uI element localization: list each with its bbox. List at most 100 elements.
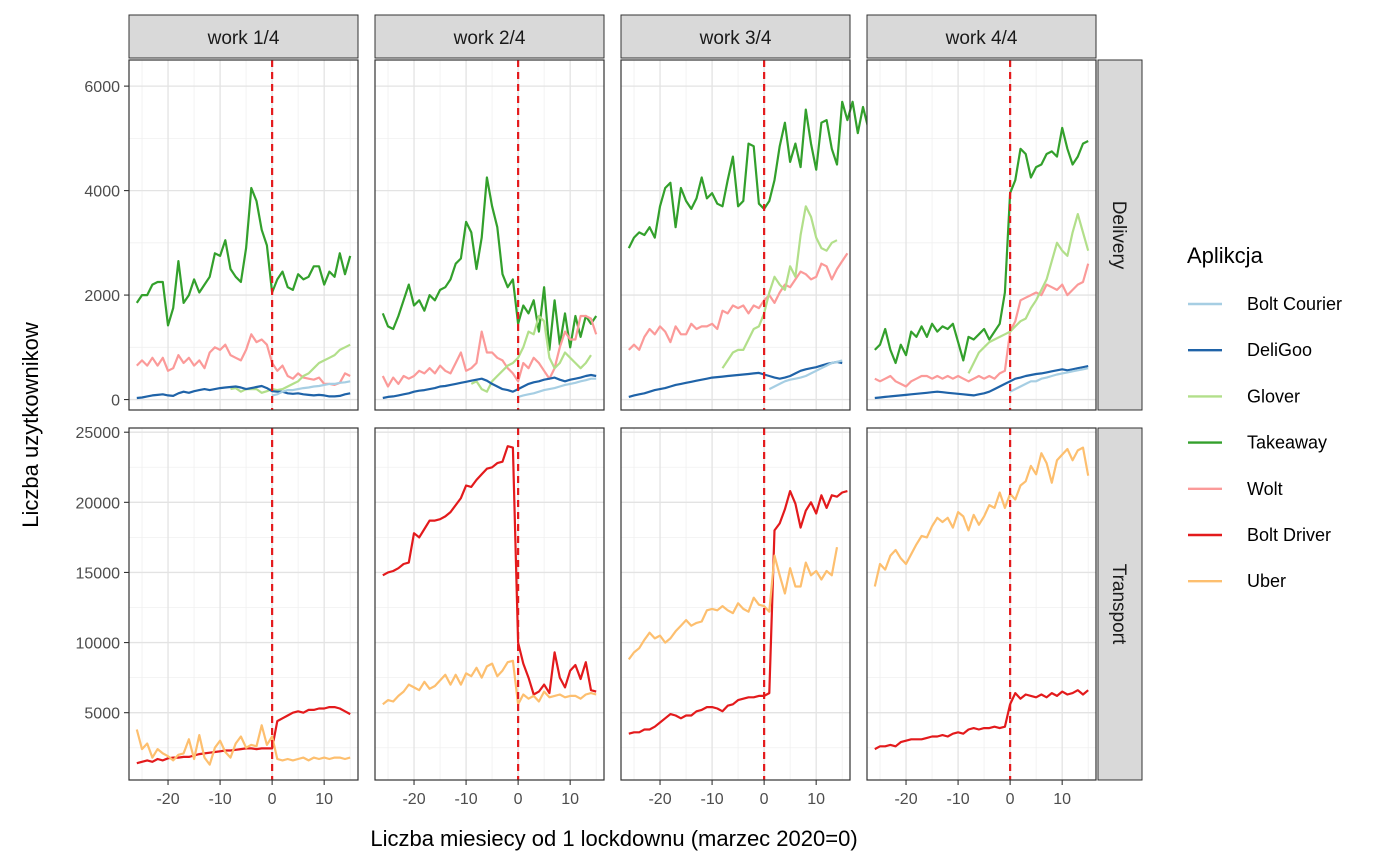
panel-work-4-4-transport: -20 -10 0 10 (866, 427, 1097, 808)
legend-label-bolt-courier: Bolt Courier (1247, 294, 1342, 314)
x-tick-label: 0 (1006, 791, 1015, 808)
y-tick-label: 10000 (76, 636, 121, 653)
panel-border (128, 427, 359, 781)
legend-item-wolt: Wolt (1188, 479, 1283, 499)
y-tick-label: 4000 (84, 184, 120, 201)
panel-border (866, 427, 1097, 781)
x-tick-label: 10 (807, 791, 825, 808)
x-tick-label: -20 (648, 791, 671, 808)
series-line-bolt-driver (382, 445, 597, 696)
legend-item-takeaway: Takeaway (1188, 433, 1327, 453)
panel-border (374, 59, 605, 411)
y-tick-label: 15000 (76, 565, 121, 582)
panel-work-2-4-delivery (374, 59, 605, 411)
legend-label-deligoo: DeliGoo (1247, 340, 1312, 360)
x-tick-label: 10 (1053, 791, 1071, 808)
panel-work-3-4-delivery (620, 59, 880, 411)
strip-work-4-4 (866, 14, 1097, 59)
strip-label-work-4-4: work 4/4 (945, 28, 1018, 49)
x-tick-label: -10 (701, 791, 724, 808)
x-axis-title: Liczba miesiecy od 1 lockdownu (marzec 2… (370, 826, 857, 851)
x-tick-label: -10 (947, 791, 970, 808)
x-tick-label: -10 (455, 791, 478, 808)
legend-label-bolt-driver: Bolt Driver (1247, 525, 1331, 545)
series-line-wolt (874, 263, 1090, 388)
legend-label-takeaway: Takeaway (1247, 433, 1327, 453)
strip-label-work-2-4: work 2/4 (453, 28, 526, 49)
series-line-bolt-driver (874, 689, 1089, 751)
panel-background (129, 428, 358, 780)
y-tick-label: 2000 (84, 288, 120, 305)
series-line-bolt-courier (768, 359, 843, 391)
series-line-glover (967, 213, 1090, 374)
panel-border (866, 59, 1097, 411)
x-tick-label: 0 (268, 791, 277, 808)
legend-item-deligoo: DeliGoo (1188, 340, 1312, 360)
panel-background (375, 428, 604, 780)
legend-item-bolt-courier: Bolt Courier (1188, 294, 1342, 314)
panel-background (867, 428, 1096, 780)
legend-item-bolt-driver: Bolt Driver (1188, 525, 1331, 545)
panel-work-1-4-transport: 5000 10000 15000 20000 25000 -20 -10 0 10 (76, 425, 359, 808)
panel-border (374, 427, 605, 781)
strip-label-delivery: Delivery (1108, 201, 1129, 270)
legend-item-uber: Uber (1188, 571, 1286, 591)
strip-label-work-3-4: work 3/4 (699, 28, 772, 49)
legend-label-wolt: Wolt (1247, 479, 1283, 499)
x-tick-label: 10 (315, 791, 333, 808)
x-tick-label: 0 (514, 791, 523, 808)
series-line-uber (135, 724, 351, 766)
panel-work-4-4-delivery (866, 59, 1097, 411)
strip-work-2-4 (374, 14, 605, 59)
y-tick-label: 0 (111, 393, 120, 410)
series-line-glover (721, 205, 838, 369)
panel-border (128, 59, 359, 411)
series-line-takeaway (381, 176, 598, 351)
y-tick-label: 25000 (76, 425, 121, 442)
y-tick-label: 5000 (84, 706, 120, 723)
series-line-takeaway (874, 126, 1089, 365)
series-line-wolt (136, 333, 351, 386)
series-line-deligoo (382, 373, 597, 400)
series-line-uber (382, 659, 597, 706)
panels-layer: work 1/4 work 2/4 work 3/4 work 4/4 Delivery… (76, 14, 1143, 808)
legend-items: Bolt Courier DeliGoo Glover Takeaway Wolt Bol… (1188, 294, 1342, 591)
legend-title: Aplikcja (1187, 243, 1264, 268)
series-line-deligoo (628, 360, 843, 398)
panel-work-3-4-transport: -20 -10 0 10 (620, 427, 851, 808)
x-tick-label: 0 (760, 791, 769, 808)
panel-background (621, 428, 850, 780)
series-line-uber (873, 446, 1090, 587)
series-line-takeaway (627, 74, 880, 249)
panel-border (620, 427, 851, 781)
series-line-bolt-courier (271, 380, 351, 397)
y-tick-label: 6000 (84, 79, 120, 96)
panel-border (620, 59, 851, 411)
strip-work-3-4 (620, 14, 851, 59)
series-line-deligoo (136, 384, 351, 400)
panel-background (129, 60, 358, 410)
strip-transport (1097, 427, 1143, 781)
x-tick-label: -20 (894, 791, 917, 808)
series-line-bolt-driver (136, 705, 351, 765)
legend-label-glover: Glover (1247, 386, 1300, 406)
legend-item-glover: Glover (1188, 386, 1300, 406)
strip-delivery (1097, 59, 1143, 411)
series-line-bolt-courier (1009, 367, 1089, 393)
series-line-bolt-courier (517, 377, 597, 398)
x-tick-label: 10 (561, 791, 579, 808)
series-line-bolt-driver (628, 490, 848, 735)
legend-label-uber: Uber (1247, 571, 1286, 591)
series-line-wolt (381, 314, 598, 388)
strip-label-work-1-4: work 1/4 (207, 28, 280, 49)
x-tick-label: -10 (209, 791, 232, 808)
y-tick-label: 20000 (76, 495, 121, 512)
y-axis-title: Liczba uzytkownikow (18, 322, 43, 528)
x-tick-label: -20 (156, 791, 179, 808)
x-tick-label: -20 (402, 791, 425, 808)
panel-work-1-4-delivery: 0 2000 4000 6000 (84, 59, 359, 411)
series-line-uber (627, 546, 839, 661)
series-line-wolt (628, 252, 849, 351)
panel-work-2-4-transport: -20 -10 0 10 (374, 427, 605, 808)
strip-work-1-4 (128, 14, 359, 59)
